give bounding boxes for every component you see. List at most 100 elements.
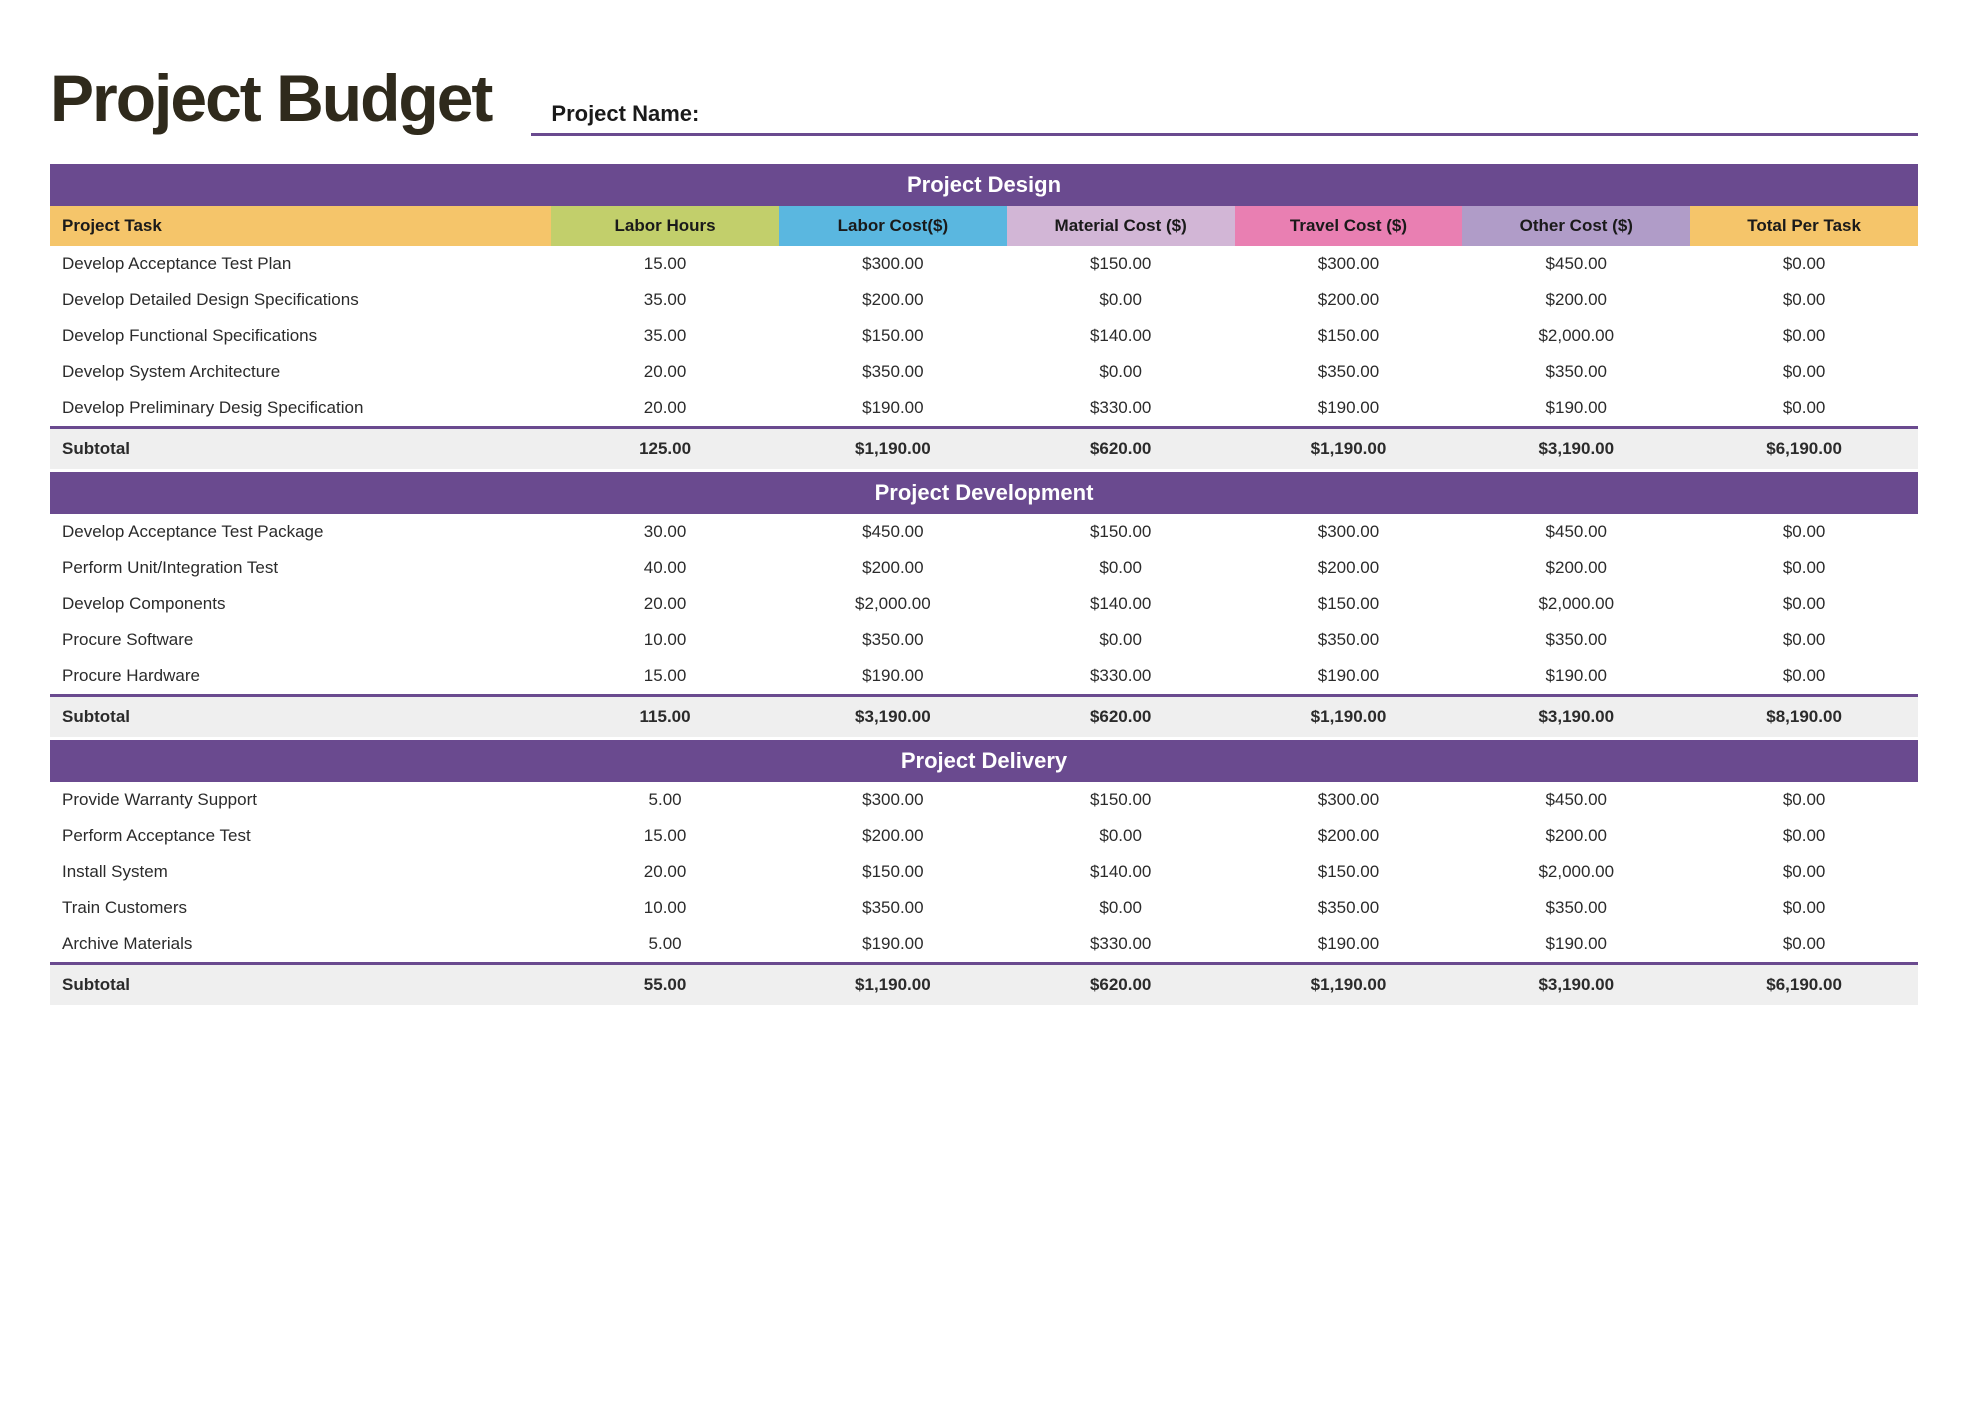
other-cost: $200.00 (1462, 290, 1690, 310)
task-name: Develop System Architecture (50, 362, 551, 382)
travel-cost: $190.00 (1235, 398, 1463, 418)
total-per-task: $0.00 (1690, 826, 1918, 846)
subtotal-travel-cost: $1,190.00 (1235, 439, 1463, 459)
total-per-task: $0.00 (1690, 290, 1918, 310)
labor-cost: $300.00 (779, 254, 1007, 274)
material-cost: $0.00 (1007, 362, 1235, 382)
total-per-task: $0.00 (1690, 898, 1918, 918)
travel-cost: $200.00 (1235, 558, 1463, 578)
subtotal-other-cost: $3,190.00 (1462, 439, 1690, 459)
material-cost: $150.00 (1007, 790, 1235, 810)
subtotal-labor-hours: 125.00 (551, 439, 779, 459)
subtotal-labor-hours: 55.00 (551, 975, 779, 995)
material-cost: $0.00 (1007, 290, 1235, 310)
table-row: Perform Acceptance Test15.00$200.00$0.00… (50, 818, 1918, 854)
page-header: Project Budget Project Name: (50, 60, 1918, 136)
section-header: Project Delivery (50, 740, 1918, 782)
column-header: Labor Cost($) (779, 206, 1007, 246)
budget-section: Project DesignProject TaskLabor HoursLab… (50, 164, 1918, 469)
subtotal-other-cost: $3,190.00 (1462, 975, 1690, 995)
labor-cost: $150.00 (779, 862, 1007, 882)
labor-cost: $350.00 (779, 630, 1007, 650)
task-name: Perform Acceptance Test (50, 826, 551, 846)
subtotal-row: Subtotal125.00$1,190.00$620.00$1,190.00$… (50, 426, 1918, 469)
subtotal-labor-cost: $1,190.00 (779, 439, 1007, 459)
travel-cost: $300.00 (1235, 790, 1463, 810)
labor-cost: $190.00 (779, 934, 1007, 954)
travel-cost: $350.00 (1235, 630, 1463, 650)
labor-hours: 15.00 (551, 254, 779, 274)
total-per-task: $0.00 (1690, 254, 1918, 274)
travel-cost: $200.00 (1235, 826, 1463, 846)
labor-cost: $200.00 (779, 290, 1007, 310)
travel-cost: $350.00 (1235, 362, 1463, 382)
total-per-task: $0.00 (1690, 326, 1918, 346)
travel-cost: $350.00 (1235, 898, 1463, 918)
subtotal-label: Subtotal (50, 439, 551, 459)
table-row: Develop Preliminary Desig Specification2… (50, 390, 1918, 426)
material-cost: $150.00 (1007, 254, 1235, 274)
table-row: Provide Warranty Support5.00$300.00$150.… (50, 782, 1918, 818)
column-header: Total Per Task (1690, 206, 1918, 246)
labor-hours: 5.00 (551, 790, 779, 810)
labor-hours: 10.00 (551, 630, 779, 650)
other-cost: $450.00 (1462, 254, 1690, 274)
subtotal-total: $6,190.00 (1690, 975, 1918, 995)
subtotal-travel-cost: $1,190.00 (1235, 707, 1463, 727)
subtotal-total: $8,190.00 (1690, 707, 1918, 727)
travel-cost: $150.00 (1235, 594, 1463, 614)
task-name: Install System (50, 862, 551, 882)
travel-cost: $200.00 (1235, 290, 1463, 310)
labor-cost: $200.00 (779, 826, 1007, 846)
travel-cost: $150.00 (1235, 862, 1463, 882)
total-per-task: $0.00 (1690, 790, 1918, 810)
labor-cost: $190.00 (779, 666, 1007, 686)
travel-cost: $300.00 (1235, 522, 1463, 542)
section-header: Project Design (50, 164, 1918, 206)
material-cost: $140.00 (1007, 326, 1235, 346)
project-name-label: Project Name: (551, 101, 699, 127)
total-per-task: $0.00 (1690, 630, 1918, 650)
labor-cost: $200.00 (779, 558, 1007, 578)
column-header: Travel Cost ($) (1235, 206, 1463, 246)
material-cost: $0.00 (1007, 898, 1235, 918)
table-row: Archive Materials5.00$190.00$330.00$190.… (50, 926, 1918, 962)
task-name: Procure Software (50, 630, 551, 650)
other-cost: $190.00 (1462, 934, 1690, 954)
other-cost: $2,000.00 (1462, 594, 1690, 614)
other-cost: $350.00 (1462, 362, 1690, 382)
budget-section: Project DeliveryProvide Warranty Support… (50, 740, 1918, 1005)
column-header: Labor Hours (551, 206, 779, 246)
budget-section: Project DevelopmentDevelop Acceptance Te… (50, 472, 1918, 737)
task-name: Develop Acceptance Test Plan (50, 254, 551, 274)
material-cost: $330.00 (1007, 398, 1235, 418)
material-cost: $330.00 (1007, 666, 1235, 686)
subtotal-label: Subtotal (50, 975, 551, 995)
material-cost: $140.00 (1007, 862, 1235, 882)
material-cost: $0.00 (1007, 630, 1235, 650)
other-cost: $2,000.00 (1462, 862, 1690, 882)
labor-hours: 5.00 (551, 934, 779, 954)
task-name: Develop Acceptance Test Package (50, 522, 551, 542)
other-cost: $2,000.00 (1462, 326, 1690, 346)
total-per-task: $0.00 (1690, 594, 1918, 614)
other-cost: $200.00 (1462, 558, 1690, 578)
total-per-task: $0.00 (1690, 666, 1918, 686)
table-row: Procure Software10.00$350.00$0.00$350.00… (50, 622, 1918, 658)
labor-cost: $190.00 (779, 398, 1007, 418)
subtotal-row: Subtotal115.00$3,190.00$620.00$1,190.00$… (50, 694, 1918, 737)
column-header-row: Project TaskLabor HoursLabor Cost($)Mate… (50, 206, 1918, 246)
subtotal-total: $6,190.00 (1690, 439, 1918, 459)
total-per-task: $0.00 (1690, 862, 1918, 882)
task-name: Develop Functional Specifications (50, 326, 551, 346)
subtotal-labor-cost: $3,190.00 (779, 707, 1007, 727)
other-cost: $450.00 (1462, 522, 1690, 542)
labor-hours: 35.00 (551, 326, 779, 346)
other-cost: $350.00 (1462, 630, 1690, 650)
other-cost: $190.00 (1462, 666, 1690, 686)
task-name: Develop Preliminary Desig Specification (50, 398, 551, 418)
table-row: Develop Components20.00$2,000.00$140.00$… (50, 586, 1918, 622)
labor-hours: 10.00 (551, 898, 779, 918)
labor-hours: 20.00 (551, 362, 779, 382)
labor-hours: 35.00 (551, 290, 779, 310)
